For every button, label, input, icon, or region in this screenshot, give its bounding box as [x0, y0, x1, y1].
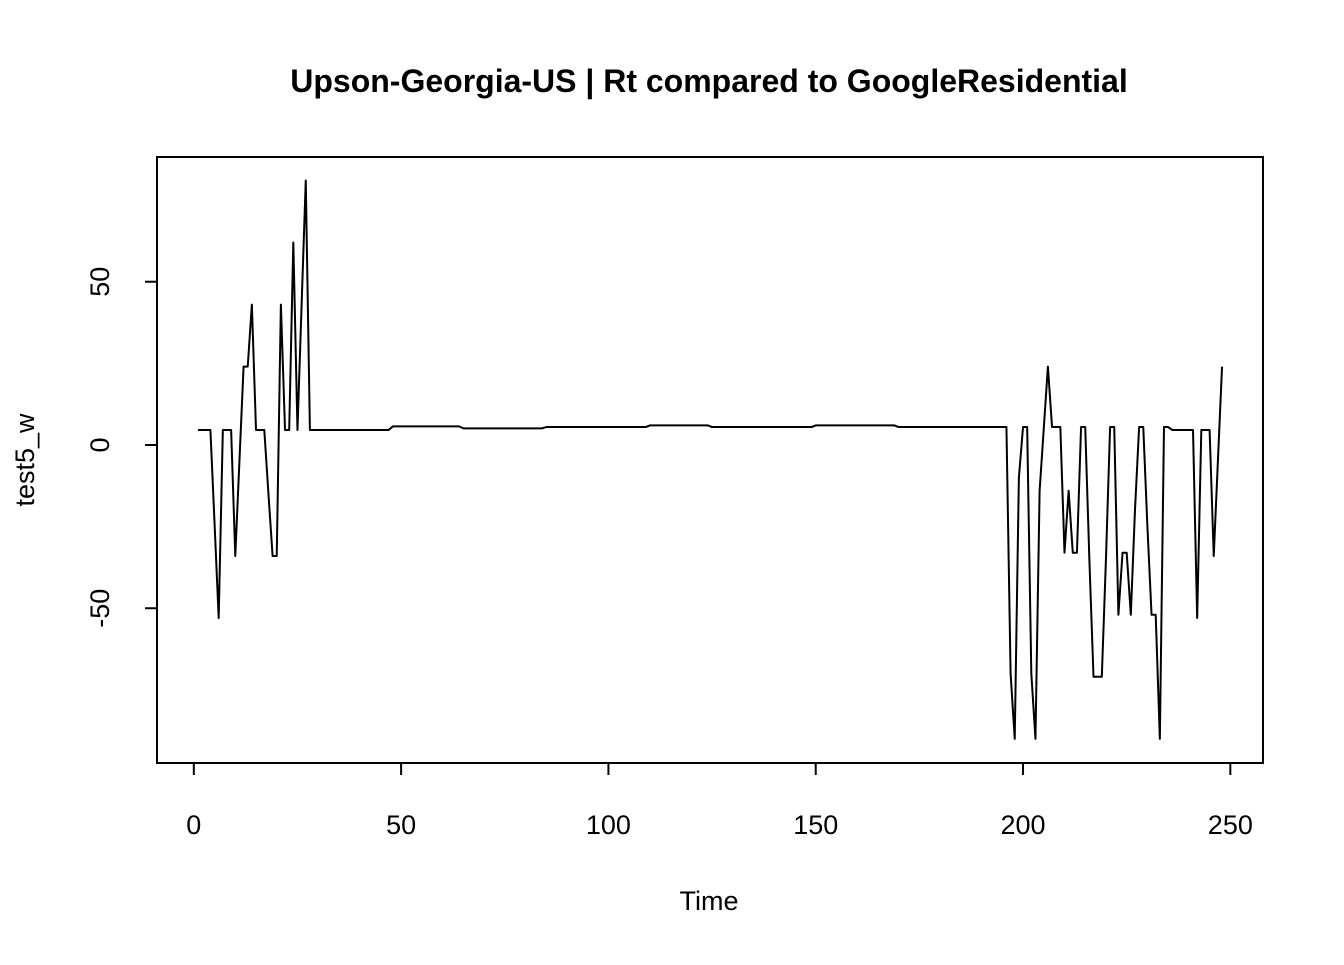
x-tick-label: 150: [793, 810, 838, 840]
x-tick-label: 250: [1208, 810, 1253, 840]
chart-title: Upson-Georgia-US | Rt compared to Google…: [290, 63, 1127, 99]
y-tick-label: -50: [85, 589, 115, 628]
x-tick-label: 50: [386, 810, 416, 840]
y-tick-label: 50: [85, 267, 115, 297]
x-tick-label: 200: [1000, 810, 1045, 840]
data-line: [197, 179, 1224, 740]
x-tick-label: 100: [586, 810, 631, 840]
y-axis-label: test5_w: [10, 413, 40, 507]
x-axis-label: Time: [680, 886, 739, 916]
x-tick-label: 0: [186, 810, 201, 840]
y-tick-label: 0: [85, 437, 115, 452]
